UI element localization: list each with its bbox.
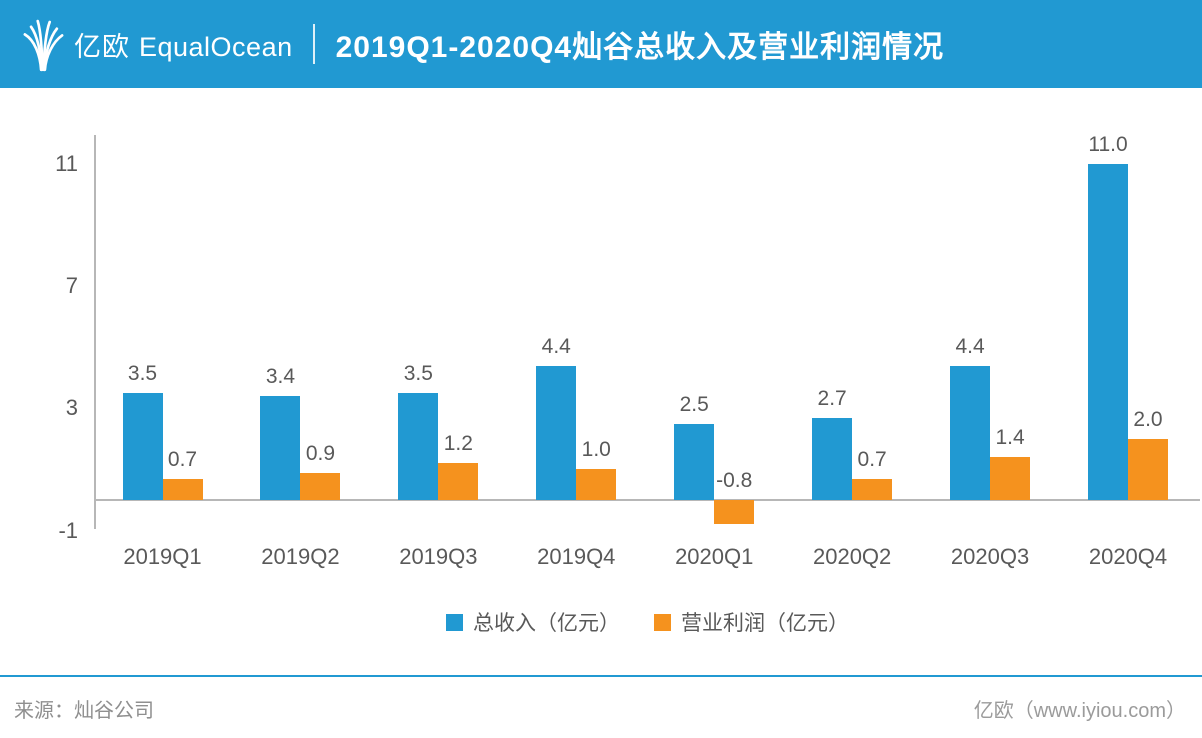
- footer-divider: [0, 675, 1202, 677]
- x-tick-label: 2019Q2: [261, 544, 340, 569]
- brand-text: 亿欧 EqualOcean: [74, 25, 293, 64]
- profit-bar-2020Q3: [990, 457, 1031, 500]
- legend-label-revenue: 总收入（亿元）: [473, 612, 620, 635]
- y-tick-label: -1: [58, 517, 78, 543]
- revenue-bar-2019Q3: [398, 393, 439, 500]
- y-tick-label: 7: [65, 273, 78, 299]
- header-bar: 亿欧 EqualOcean 2019Q1-2020Q4灿谷总收入及营业利润情况: [0, 0, 1202, 88]
- x-tick-label: 2020Q4: [1088, 544, 1168, 569]
- profit-value-label: 2.0: [1133, 408, 1163, 431]
- revenue-bar-2020Q4: [1088, 164, 1128, 500]
- profit-value-label: 1.2: [443, 432, 473, 455]
- profit-value-label: 0.9: [305, 442, 336, 465]
- revenue-value-label: 2.7: [817, 387, 847, 410]
- revenue-value-label: 4.4: [955, 335, 985, 358]
- profit-swatch-icon: [654, 613, 671, 631]
- revenue-swatch-icon: [446, 613, 463, 631]
- brand-name-en: EqualOcean: [139, 31, 293, 62]
- revenue-bar-2020Q2: [812, 418, 853, 500]
- revenue-bar-2020Q1: [674, 424, 715, 500]
- legend-item-revenue: 总收入（亿元）: [446, 607, 620, 637]
- profit-bar-2019Q3: [438, 463, 479, 500]
- x-tick-label: 2019Q4: [537, 544, 616, 569]
- y-tick-label: 3: [65, 395, 78, 421]
- profit-value-label: 0.7: [857, 448, 887, 471]
- profit-bar-2020Q1: [714, 500, 755, 524]
- chart-title: 2019Q1-2020Q4灿谷总收入及营业利润情况: [335, 31, 945, 64]
- revenue-bar-2020Q3: [950, 366, 991, 500]
- profit-bar-2020Q2: [852, 479, 893, 500]
- footer-credit-text: 亿欧（www.iyiou.com）: [973, 700, 1186, 722]
- x-tick-label: 2020Q3: [950, 544, 1030, 569]
- revenue-value-label: 3.5: [403, 362, 433, 385]
- profit-bar-2019Q1: [162, 479, 203, 500]
- revenue-value-label: 3.4: [265, 365, 296, 388]
- legend-item-profit: 营业利润（亿元）: [654, 607, 849, 637]
- revenue-bar-2019Q2: [260, 396, 301, 500]
- profit-value-label: 1.4: [995, 426, 1025, 449]
- revenue-bar-2019Q1: [122, 393, 163, 500]
- revenue-value-label: 11.0: [1088, 133, 1128, 156]
- equalocean-logo-icon: [23, 19, 64, 72]
- y-axis-line: [94, 135, 96, 529]
- profit-bar-2019Q4: [576, 469, 617, 500]
- revenue-value-label: 3.5: [127, 362, 158, 385]
- chart-legend: 总收入（亿元） 营业利润（亿元）: [95, 607, 1200, 637]
- header-divider: [312, 24, 315, 64]
- x-tick-label: 2020Q2: [812, 544, 892, 569]
- revenue-value-label: 2.5: [679, 393, 709, 416]
- profit-value-label: -0.8: [716, 469, 753, 492]
- profit-bar-2019Q2: [300, 473, 341, 500]
- profit-value-label: 0.7: [167, 448, 198, 471]
- legend-label-profit: 营业利润（亿元）: [681, 612, 849, 635]
- revenue-value-label: 4.4: [541, 335, 571, 358]
- profit-bar-2020Q4: [1128, 439, 1168, 500]
- revenue-bar-2019Q4: [536, 366, 577, 500]
- x-tick-label: 2020Q1: [675, 544, 754, 569]
- profit-value-label: 1.0: [581, 438, 611, 461]
- y-tick-label: 11: [55, 150, 78, 176]
- brand-name-cn: 亿欧: [74, 31, 130, 62]
- x-tick-label: 2019Q1: [123, 544, 202, 569]
- footer-source-text: 来源：灿谷公司: [14, 700, 154, 722]
- x-tick-label: 2019Q3: [399, 544, 478, 569]
- x-axis-line: [95, 499, 1200, 501]
